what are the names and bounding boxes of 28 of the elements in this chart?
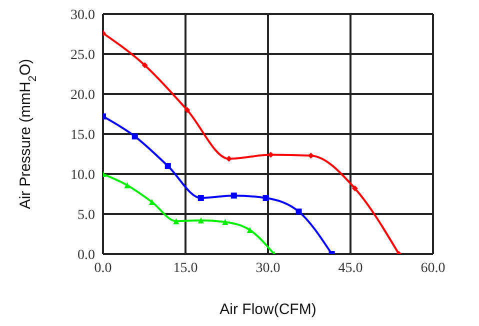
point <box>246 227 253 233</box>
y-tick-label: 20.0 <box>70 88 95 103</box>
point <box>164 163 171 169</box>
y-tick-label: 15.0 <box>70 128 95 143</box>
point <box>198 195 204 201</box>
y-tick-label: 10.0 <box>70 168 95 183</box>
y-tick-label: 0.0 <box>78 248 95 263</box>
x-axis-title: Air Flow(CFM) <box>220 301 316 318</box>
point <box>222 219 228 225</box>
point <box>352 185 358 192</box>
point <box>230 192 237 199</box>
point <box>262 195 269 201</box>
x-tick-label: 15.0 <box>173 260 198 276</box>
point <box>173 218 180 224</box>
point <box>198 217 204 224</box>
y-tick-label: 30.0 <box>70 8 95 23</box>
point <box>226 156 232 162</box>
x-tick-label: 0.0 <box>94 260 112 276</box>
point <box>296 208 302 215</box>
point <box>184 107 190 113</box>
x-tick-label: 60.0 <box>420 260 446 276</box>
point <box>132 133 138 140</box>
y-tick-label: 5.0 <box>78 208 95 223</box>
y-tick-label: 25.0 <box>70 48 95 63</box>
x-tick-label: 30.0 <box>256 260 280 276</box>
point <box>124 182 130 188</box>
x-tick-label: 45.0 <box>338 260 363 276</box>
point <box>142 62 148 68</box>
